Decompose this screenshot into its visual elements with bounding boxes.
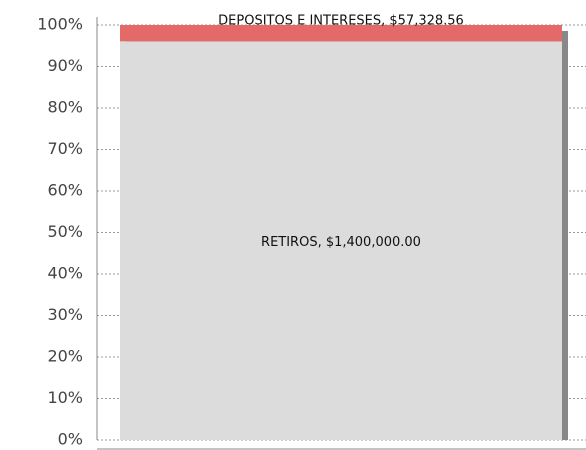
y-tick-label: 90%	[47, 56, 83, 75]
y-tick-label: 60%	[47, 181, 83, 200]
y-tick-label: 70%	[47, 139, 83, 158]
y-tick-label: 20%	[47, 347, 83, 366]
y-tick-label: 10%	[47, 388, 83, 407]
bar-segment	[120, 41, 562, 440]
y-tick-label: 0%	[58, 430, 83, 449]
y-tick-label: 50%	[47, 222, 83, 241]
data-label: DEPOSITOS E INTERESES, $57,328.56	[218, 14, 464, 29]
y-tick-label: 100%	[37, 15, 83, 34]
y-tick-label: 30%	[47, 305, 83, 324]
y-tick-label: 40%	[47, 264, 83, 283]
data-label: RETIROS, $1,400,000.00	[261, 235, 421, 250]
y-tick-label: 80%	[47, 98, 83, 117]
bar-segment	[120, 25, 562, 42]
